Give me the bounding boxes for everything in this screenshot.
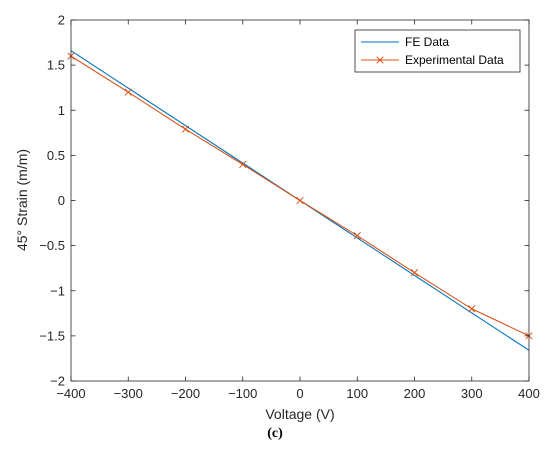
ticks-layer: −400 −300 −200 −100 0 100 200 300 400 −2 −1.5 −1 −0.… xyxy=(39,13,540,402)
x-tick-label: −200 xyxy=(171,386,200,401)
x-tick-label: −300 xyxy=(114,386,143,401)
legend-item-0: FE Data xyxy=(361,35,449,49)
x-tick-label: 200 xyxy=(404,386,426,401)
y-tick-label: −1.5 xyxy=(39,328,65,343)
y-tick-label: 1 xyxy=(58,103,65,118)
data-point xyxy=(353,232,361,240)
y-tick-label: −2 xyxy=(50,374,65,389)
x-tick-label: 300 xyxy=(461,386,483,401)
y-tick-label: 1.5 xyxy=(47,58,65,73)
x-tick-label: 0 xyxy=(296,386,303,401)
y-tick-label: 0.5 xyxy=(47,148,65,163)
data-point xyxy=(410,269,419,277)
data-point xyxy=(181,125,190,133)
x-axis-label: Voltage (V) xyxy=(265,406,334,422)
legend-box xyxy=(354,29,521,73)
data-point xyxy=(239,160,247,169)
y-axis-label: 45° Strain (m/m) xyxy=(14,149,30,251)
data-point xyxy=(124,88,132,96)
x-tick-label: −100 xyxy=(228,386,257,401)
y-tick-label: −1 xyxy=(50,283,65,298)
data-point xyxy=(296,196,304,205)
y-tick-label: 0 xyxy=(58,193,65,208)
series-layer xyxy=(67,50,533,351)
legend-item-1: Experimental Data xyxy=(361,53,504,67)
x-tick-label: 100 xyxy=(346,386,368,401)
legend: FE Data Experimental Data xyxy=(354,29,521,73)
data-point xyxy=(468,305,476,313)
figure-caption: (c) xyxy=(267,426,283,441)
x-tick-label: 400 xyxy=(518,386,540,401)
y-tick-label: −0.5 xyxy=(39,238,65,253)
x-tick-label: −400 xyxy=(56,386,85,401)
legend-label: FE Data xyxy=(405,35,449,49)
y-tick-label: 2 xyxy=(58,13,65,28)
legend-label: Experimental Data xyxy=(405,53,504,67)
